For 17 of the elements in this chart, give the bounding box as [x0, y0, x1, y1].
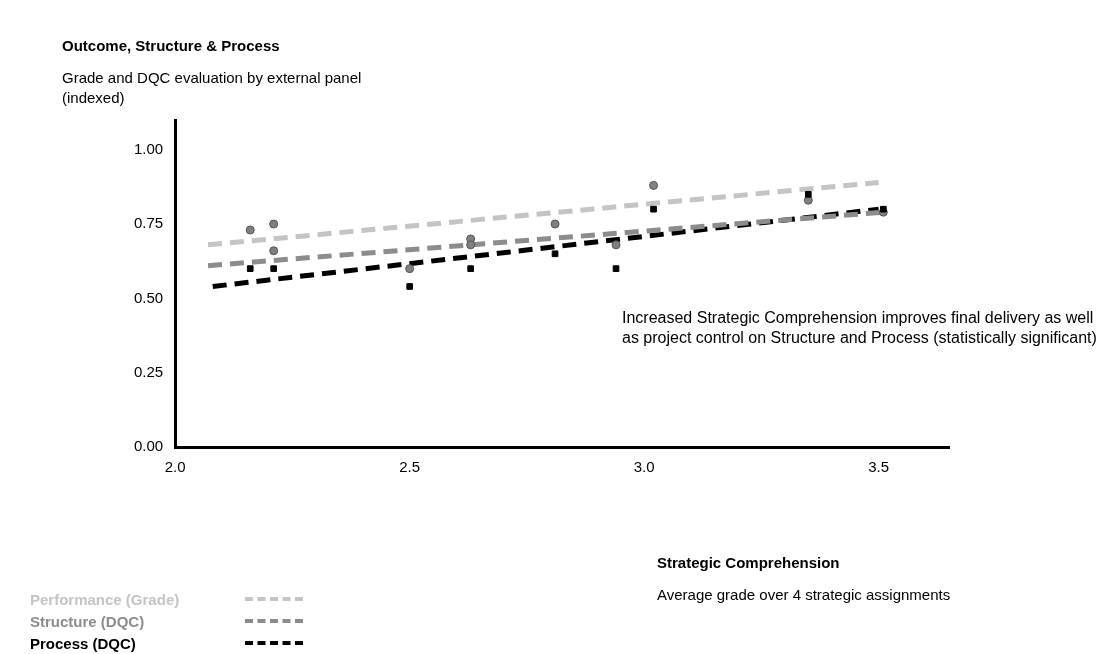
x-tick-label: 3.5	[868, 458, 890, 476]
x-tick-label: 2.5	[399, 458, 421, 476]
y-tick-label: 0.25	[133, 362, 164, 380]
text: Average grade over 4 strategic assignments	[657, 585, 952, 605]
y-tick-label: 0.50	[133, 288, 164, 306]
text: Performance (Grade)	[30, 590, 181, 608]
chart-title: Outcome, Structure & Process	[62, 36, 280, 56]
y-tick-label: 0.75	[133, 214, 164, 232]
annotation: Increased Strategic Comprehension improves final delivery as well as project control on Structure and Process (statistically significant)	[622, 308, 1097, 348]
x-tick-label: 3.0	[633, 458, 655, 476]
y-tick-label: 1.00	[133, 139, 164, 157]
y-tick-label: 0.00	[133, 437, 164, 455]
text: Process (DQC)	[30, 634, 137, 652]
text: Strategic Comprehension	[657, 553, 840, 573]
x-tick-label: 2.0	[164, 458, 186, 476]
y-axis-title: Grade and DQC evaluation by external panel (indexed)	[62, 68, 362, 108]
text: Structure (DQC)	[30, 612, 146, 630]
